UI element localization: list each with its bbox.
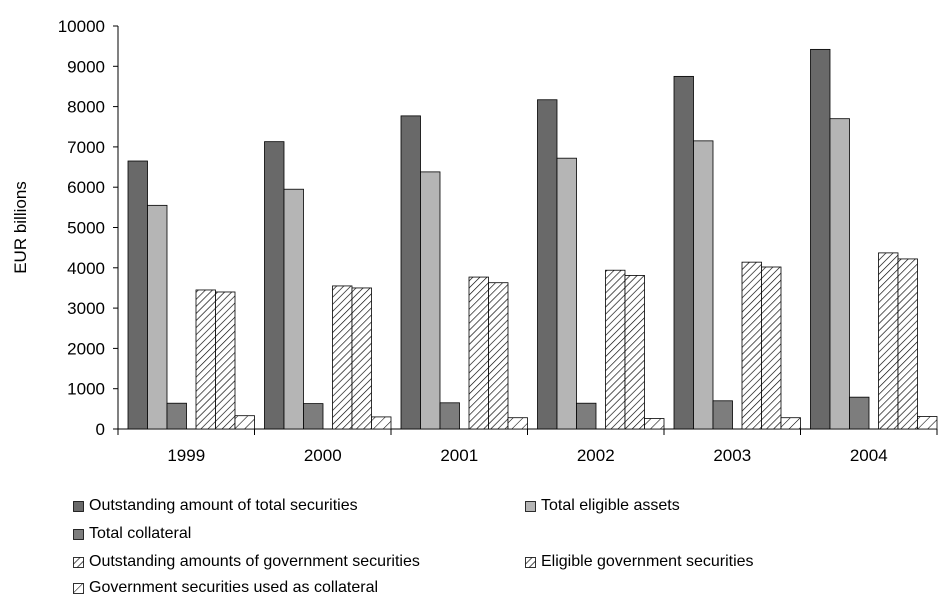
bar-total-eligible-assets-2003 (693, 140, 714, 430)
bar-government-securities-used-as-collateral-1999 (234, 415, 255, 430)
legend-item: Outstanding amount of total securities (73, 497, 358, 515)
bar-total-eligible-assets-2001 (420, 171, 441, 430)
y-tick-label: 7000 (67, 138, 105, 157)
y-tick-label: 3000 (67, 299, 105, 318)
y-tick-label: 2000 (67, 339, 105, 358)
legend-swatch (525, 500, 536, 512)
legend-label: Outstanding amount of total securities (89, 497, 358, 514)
x-tick-label: 1999 (167, 446, 205, 465)
y-tick-label: 1000 (67, 380, 105, 399)
y-tick-label: 10000 (58, 17, 105, 36)
bar-government-securities-used-as-collateral-2003 (780, 417, 801, 430)
bar-eligible-government-securities-2003 (761, 266, 782, 430)
bar-total-eligible-assets-1999 (147, 204, 168, 430)
bar-outstanding-amount-of-total-securities-2002 (537, 99, 558, 430)
y-axis-title: EUR billions (11, 181, 30, 274)
y-tick-label: 9000 (67, 57, 105, 76)
bar-total-collateral-2000 (303, 403, 324, 430)
bar-outstanding-amount-of-total-securities-2004 (810, 48, 831, 430)
legend-item: Total eligible assets (525, 497, 680, 515)
legend-swatch (73, 500, 84, 512)
legend-item: Outstanding amounts of government securi… (73, 553, 420, 571)
x-tick-label: 2001 (440, 446, 478, 465)
bars (127, 48, 938, 430)
y-tick-label: 5000 (67, 219, 105, 238)
bar-outstanding-amounts-of-government-securities-2000 (332, 285, 353, 430)
legend-swatch (73, 556, 84, 568)
bar-total-collateral-1999 (166, 402, 187, 430)
legend-label: Outstanding amounts of government securi… (89, 553, 420, 570)
legend-label: Total collateral (89, 525, 192, 542)
bar-outstanding-amounts-of-government-securities-2004 (878, 252, 899, 430)
x-tick-label: 2000 (304, 446, 342, 465)
bar-outstanding-amounts-of-government-securities-2002 (605, 269, 626, 430)
x-tick-label: 2004 (850, 446, 888, 465)
bar-eligible-government-securities-2002 (624, 275, 645, 430)
y-tick-label: 8000 (67, 98, 105, 117)
legend-swatch (73, 528, 84, 540)
x-axis: 1999 2000 2001 2002 2003 2004 (117, 428, 938, 465)
bar-outstanding-amount-of-total-securities-2000 (264, 141, 285, 430)
bar-government-securities-used-as-collateral-2002 (644, 418, 665, 430)
bar-total-collateral-2001 (439, 402, 460, 430)
bar-eligible-government-securities-1999 (215, 291, 236, 430)
y-axis: 0 1000 2000 3000 4000 5000 6000 7000 8000 9000 100… (58, 17, 119, 439)
legend-swatch (525, 556, 536, 568)
bar-government-securities-used-as-collateral-2004 (917, 416, 938, 430)
bar-outstanding-amount-of-total-securities-2003 (673, 75, 694, 430)
bar-outstanding-amount-of-total-securities-2001 (400, 115, 421, 430)
x-tick-label: 2003 (713, 446, 751, 465)
legend: Outstanding amount of total securities To… (73, 495, 933, 607)
bar-outstanding-amounts-of-government-securities-2003 (741, 261, 762, 430)
legend-item: Government securities used as collateral (73, 579, 378, 597)
bar-chart: 0 1000 2000 3000 4000 5000 6000 7000 8000 9000 100… (11, 17, 938, 465)
y-tick-label: 0 (96, 420, 105, 439)
bar-eligible-government-securities-2001 (488, 282, 509, 430)
legend-label: Government securities used as collateral (89, 579, 379, 596)
bar-total-collateral-2002 (576, 402, 597, 430)
bar-total-collateral-2003 (712, 400, 733, 430)
x-tick-label: 2002 (577, 446, 615, 465)
bar-outstanding-amounts-of-government-securities-1999 (195, 289, 216, 430)
bar-eligible-government-securities-2000 (351, 287, 372, 430)
legend-label: Eligible government securities (541, 553, 754, 570)
legend-item: Total collateral (73, 525, 191, 543)
bar-total-eligible-assets-2000 (283, 188, 304, 430)
legend-item: Eligible government securities (525, 553, 754, 571)
bar-total-collateral-2004 (849, 396, 870, 430)
bar-outstanding-amounts-of-government-securities-2001 (468, 276, 489, 430)
bar-outstanding-amount-of-total-securities-1999 (127, 160, 148, 430)
bar-total-eligible-assets-2004 (829, 118, 850, 430)
y-tick-label: 6000 (67, 178, 105, 197)
bar-government-securities-used-as-collateral-2000 (371, 416, 392, 430)
bar-eligible-government-securities-2004 (897, 258, 918, 430)
legend-swatch (73, 582, 84, 594)
bar-total-eligible-assets-2002 (556, 157, 577, 430)
y-tick-label: 4000 (67, 259, 105, 278)
bar-government-securities-used-as-collateral-2001 (507, 417, 528, 430)
legend-label: Total eligible assets (541, 497, 680, 514)
